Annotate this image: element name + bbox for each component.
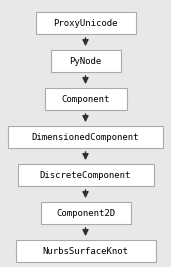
Text: DiscreteComponent: DiscreteComponent: [40, 171, 131, 179]
Bar: [50, 50, 121, 72]
Text: NurbsSurfaceKnot: NurbsSurfaceKnot: [43, 246, 128, 256]
Text: Component: Component: [61, 95, 110, 104]
Bar: [16, 240, 155, 262]
Text: ProxyUnicode: ProxyUnicode: [53, 18, 118, 28]
Bar: [17, 164, 154, 186]
Text: Component2D: Component2D: [56, 209, 115, 218]
Bar: [44, 88, 127, 110]
Text: DimensionedComponent: DimensionedComponent: [32, 132, 139, 142]
Bar: [8, 126, 163, 148]
Bar: [36, 12, 135, 34]
Text: PyNode: PyNode: [69, 57, 102, 65]
Bar: [41, 202, 130, 224]
